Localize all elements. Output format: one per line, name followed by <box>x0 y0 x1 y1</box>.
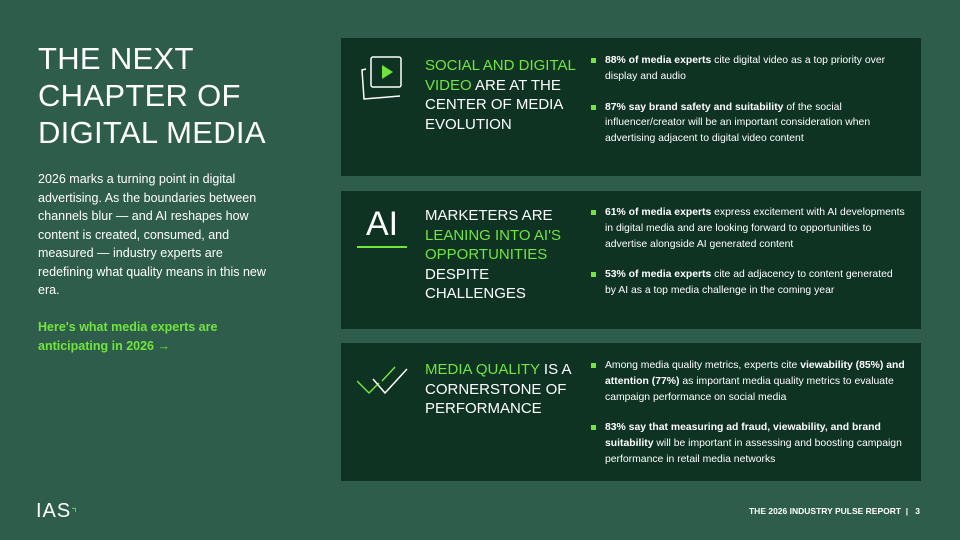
intro-text: 2026 marks a turning point in digital ad… <box>38 172 266 297</box>
title-line: DIGITAL MEDIA <box>38 115 266 150</box>
title-line: THE NEXT <box>38 41 194 76</box>
ai-icon: AI <box>357 205 407 248</box>
cta-link[interactable]: Here's what media experts are anticipati… <box>38 320 218 353</box>
page-title: THE NEXT CHAPTER OF DIGITAL MEDIA <box>38 40 266 151</box>
bullet-item: 61% of media experts express excitement … <box>591 205 906 252</box>
bullet-item: 53% of media experts cite ad adjacency t… <box>591 267 906 299</box>
footer-text: THE 2026 INDUSTRY PULSE REPORT | 3 <box>748 506 920 516</box>
title-line: CHAPTER OF <box>38 78 241 113</box>
bullet-item: 87% say brand safety and suitability of … <box>591 100 906 147</box>
ias-logo: IAS⌝ <box>36 500 78 522</box>
card-heading: SOCIAL AND DIGITAL VIDEO ARE AT THE CENT… <box>425 57 576 133</box>
card-heading: MARKETERS ARE LEANING INTO AI'S OPPORTUN… <box>425 207 561 302</box>
video-play-icon <box>361 56 402 100</box>
card-ai: AI MARKETERS ARE LEANING INTO AI'S OPPOR… <box>341 191 921 329</box>
bullet-item: Among media quality metrics, experts cit… <box>591 358 906 405</box>
card-media-quality: MEDIA QUALITY IS A CORNERSTONE OF PERFOR… <box>341 343 921 481</box>
checkmarks-icon <box>357 366 408 395</box>
bullet-item: 88% of media experts cite digital video … <box>591 53 906 85</box>
bullet-item: 83% say that measuring ad fraud, viewabi… <box>591 420 906 467</box>
card-heading: MEDIA QUALITY IS A CORNERSTONE OF PERFOR… <box>425 361 571 417</box>
card-social-video: SOCIAL AND DIGITAL VIDEO ARE AT THE CENT… <box>341 38 921 176</box>
